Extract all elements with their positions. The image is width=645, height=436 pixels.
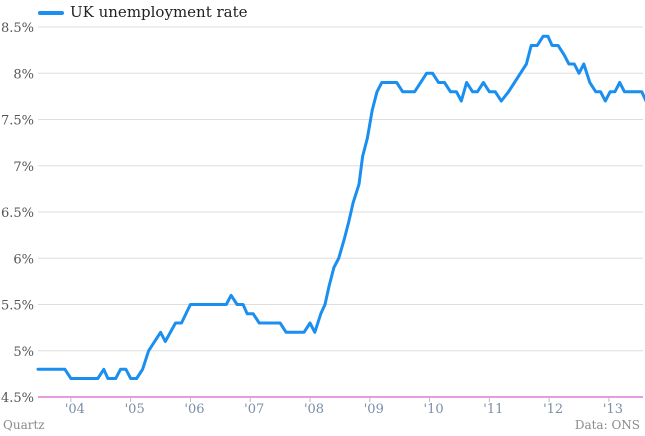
y-tick-label: 6% — [13, 252, 34, 267]
x-tick-label: '11 — [483, 402, 503, 417]
y-tick-label: 7.5% — [1, 114, 34, 129]
x-tick-label: '09 — [364, 402, 384, 417]
series-line-unemployment — [36, 34, 645, 380]
x-tick-label: '08 — [304, 402, 324, 417]
y-tick-label: 4.5% — [1, 391, 34, 406]
x-tick-label: '06 — [184, 402, 204, 417]
x-tick-label: '10 — [424, 402, 444, 417]
x-tick-label: '13 — [603, 402, 623, 417]
x-tick-label: '07 — [244, 402, 264, 417]
x-tick-label: '04 — [65, 402, 85, 417]
x-tick-label: '05 — [125, 402, 145, 417]
x-tick-label: '12 — [543, 402, 563, 417]
y-tick-label: 5% — [13, 345, 34, 360]
y-tick-label: 6.5% — [1, 206, 34, 221]
credit-label: Quartz — [3, 418, 45, 432]
source-label: Data: ONS — [574, 418, 640, 432]
y-tick-label: 7% — [13, 160, 34, 175]
y-tick-label: 8% — [13, 67, 34, 82]
legend-swatch — [38, 11, 64, 15]
y-tick-label: 5.5% — [1, 299, 34, 314]
legend-label: UK unemployment rate — [70, 3, 248, 21]
y-tick-label: 8.5% — [1, 21, 34, 36]
